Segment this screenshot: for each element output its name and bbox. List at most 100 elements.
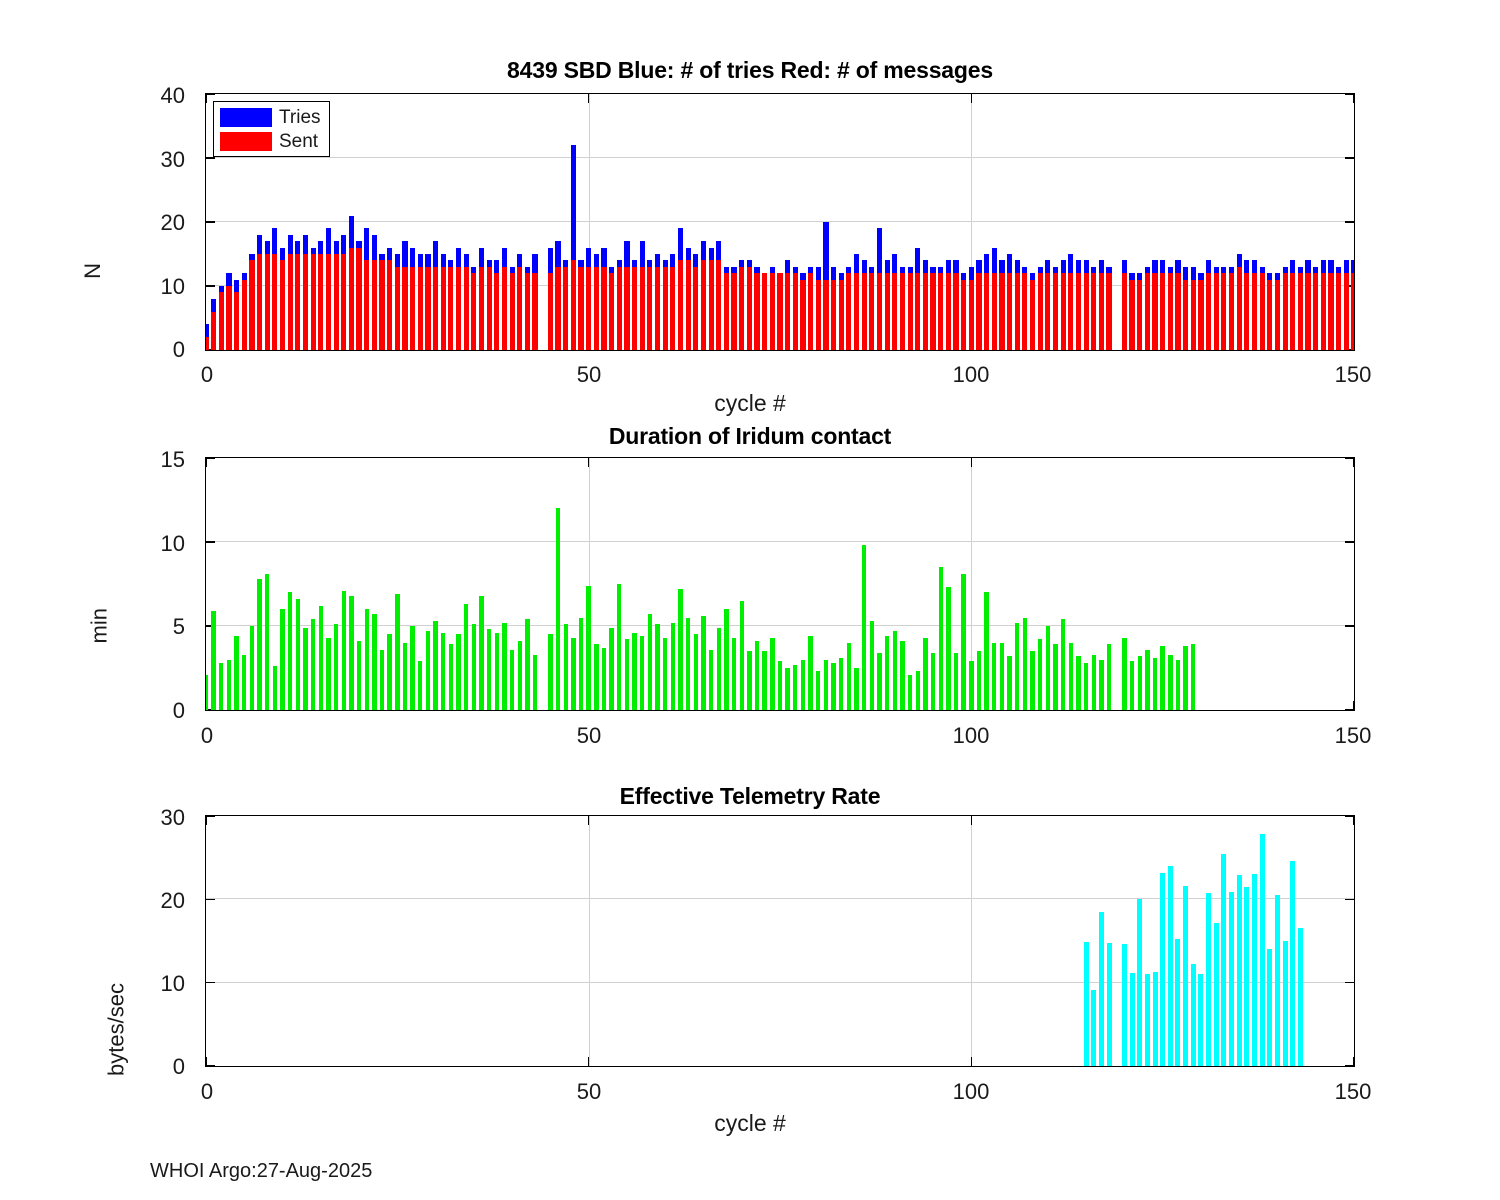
bar-sent (448, 266, 454, 350)
bar-duration (349, 595, 354, 710)
y-tick-mark (206, 816, 215, 817)
bar-duration (494, 632, 500, 710)
bar-duration (548, 634, 553, 710)
bar-duration (471, 624, 477, 710)
y-axis-label-duration: min (86, 608, 112, 644)
y-tick-mark (1345, 709, 1354, 710)
y-tick-mark (1345, 898, 1354, 901)
gridline-horizontal (206, 898, 1354, 900)
bar-sent (899, 273, 906, 350)
bar-sent (356, 247, 362, 350)
gridline-vertical (971, 94, 973, 350)
legend-swatch-tries (220, 107, 272, 127)
bar-sent (1259, 273, 1265, 350)
bar-telemetry-rate (1152, 971, 1158, 1066)
bar-sent (272, 254, 278, 350)
bar-duration (754, 641, 760, 710)
bar-duration (318, 605, 323, 710)
panel-telemetry-rate: Effective Telemetry Rate bytes/sec 0 10 … (0, 775, 1500, 1136)
bar-telemetry-rate (1259, 834, 1265, 1066)
x-tick-mark (1353, 458, 1354, 467)
bar-duration (257, 578, 262, 710)
bar-sent (302, 254, 309, 350)
x-tick-mark (206, 458, 207, 467)
bar-telemetry-rate (1252, 874, 1257, 1066)
bar-sent (930, 273, 936, 350)
bar-sent (1144, 273, 1150, 350)
bar-sent (624, 266, 630, 350)
gridline-vertical (971, 816, 973, 1066)
bar-sent (785, 273, 791, 350)
bar-telemetry-rate (1267, 948, 1273, 1066)
bar-sent (838, 279, 844, 350)
bar-sent (570, 260, 576, 350)
bar-duration (617, 584, 622, 710)
bar-sent (348, 247, 354, 350)
bar-sent (287, 254, 293, 350)
y-tick-mark (1345, 157, 1354, 159)
bar-sent (1313, 273, 1319, 350)
bar-duration (1083, 662, 1089, 710)
bar-duration (747, 651, 752, 710)
bar-duration (632, 632, 637, 710)
x-axis-label-sbd: cycle # (714, 390, 786, 416)
bar-telemetry-rate (1091, 990, 1097, 1066)
bar-sent (869, 273, 875, 350)
bar-sent (1228, 273, 1235, 350)
bar-duration (333, 624, 339, 710)
bar-sent (1290, 273, 1296, 350)
y-tick-sbd-10: 10 (160, 273, 185, 299)
bar-duration (938, 567, 943, 710)
bar-sent (1336, 273, 1342, 350)
x-tick-sbd-0: 0 (200, 362, 214, 387)
y-tick-duration-15: 15 (160, 447, 185, 472)
bar-sent (1190, 279, 1196, 350)
bar-duration (425, 631, 431, 710)
bar-duration (770, 637, 775, 710)
bar-duration (716, 627, 721, 710)
bar-duration (387, 634, 392, 710)
bar-duration (731, 637, 737, 710)
bar-telemetry-rate (1098, 911, 1104, 1066)
y-tick-mark (1345, 349, 1354, 350)
y-tick-sbd-40: 40 (160, 83, 185, 108)
plot-area-telemetry (205, 815, 1355, 1067)
bar-sent (379, 260, 385, 350)
bar-duration (701, 615, 706, 710)
bar-duration (1122, 637, 1127, 710)
bar-sent (295, 254, 301, 350)
bar-duration (678, 589, 683, 710)
bar-duration (693, 634, 698, 710)
bar-telemetry-rate (1282, 941, 1288, 1066)
bar-sent (1236, 266, 1242, 350)
bar-telemetry-rate (1206, 892, 1212, 1066)
bar-duration (816, 671, 821, 710)
x-tick-mark (587, 816, 590, 825)
bar-duration (1099, 659, 1104, 710)
bar-duration (831, 662, 836, 710)
bar-sent (991, 273, 997, 350)
bar-telemetry-rate (1213, 922, 1219, 1066)
bar-duration (930, 652, 936, 710)
bar-sent (501, 266, 508, 350)
bar-duration (1015, 622, 1020, 710)
bar-duration (410, 626, 415, 710)
bar-sent (945, 273, 951, 350)
bar-duration (395, 594, 400, 710)
bar-sent (1213, 273, 1219, 350)
x-tick-telemetry-150: 150 (1334, 1079, 1372, 1104)
bar-duration (571, 637, 576, 710)
bar-sent (654, 266, 661, 350)
bar-duration (1160, 646, 1165, 710)
bar-sent (830, 279, 837, 350)
bar-duration (448, 644, 454, 710)
bar-sent (226, 286, 232, 350)
bar-sent (206, 337, 209, 350)
bar-sent (394, 266, 400, 350)
bar-sent (1083, 273, 1089, 350)
y-tick-mark (206, 541, 215, 543)
bar-duration (793, 664, 798, 710)
bar-duration (310, 619, 316, 710)
bar-sent (800, 279, 806, 350)
bar-sent (218, 292, 224, 350)
